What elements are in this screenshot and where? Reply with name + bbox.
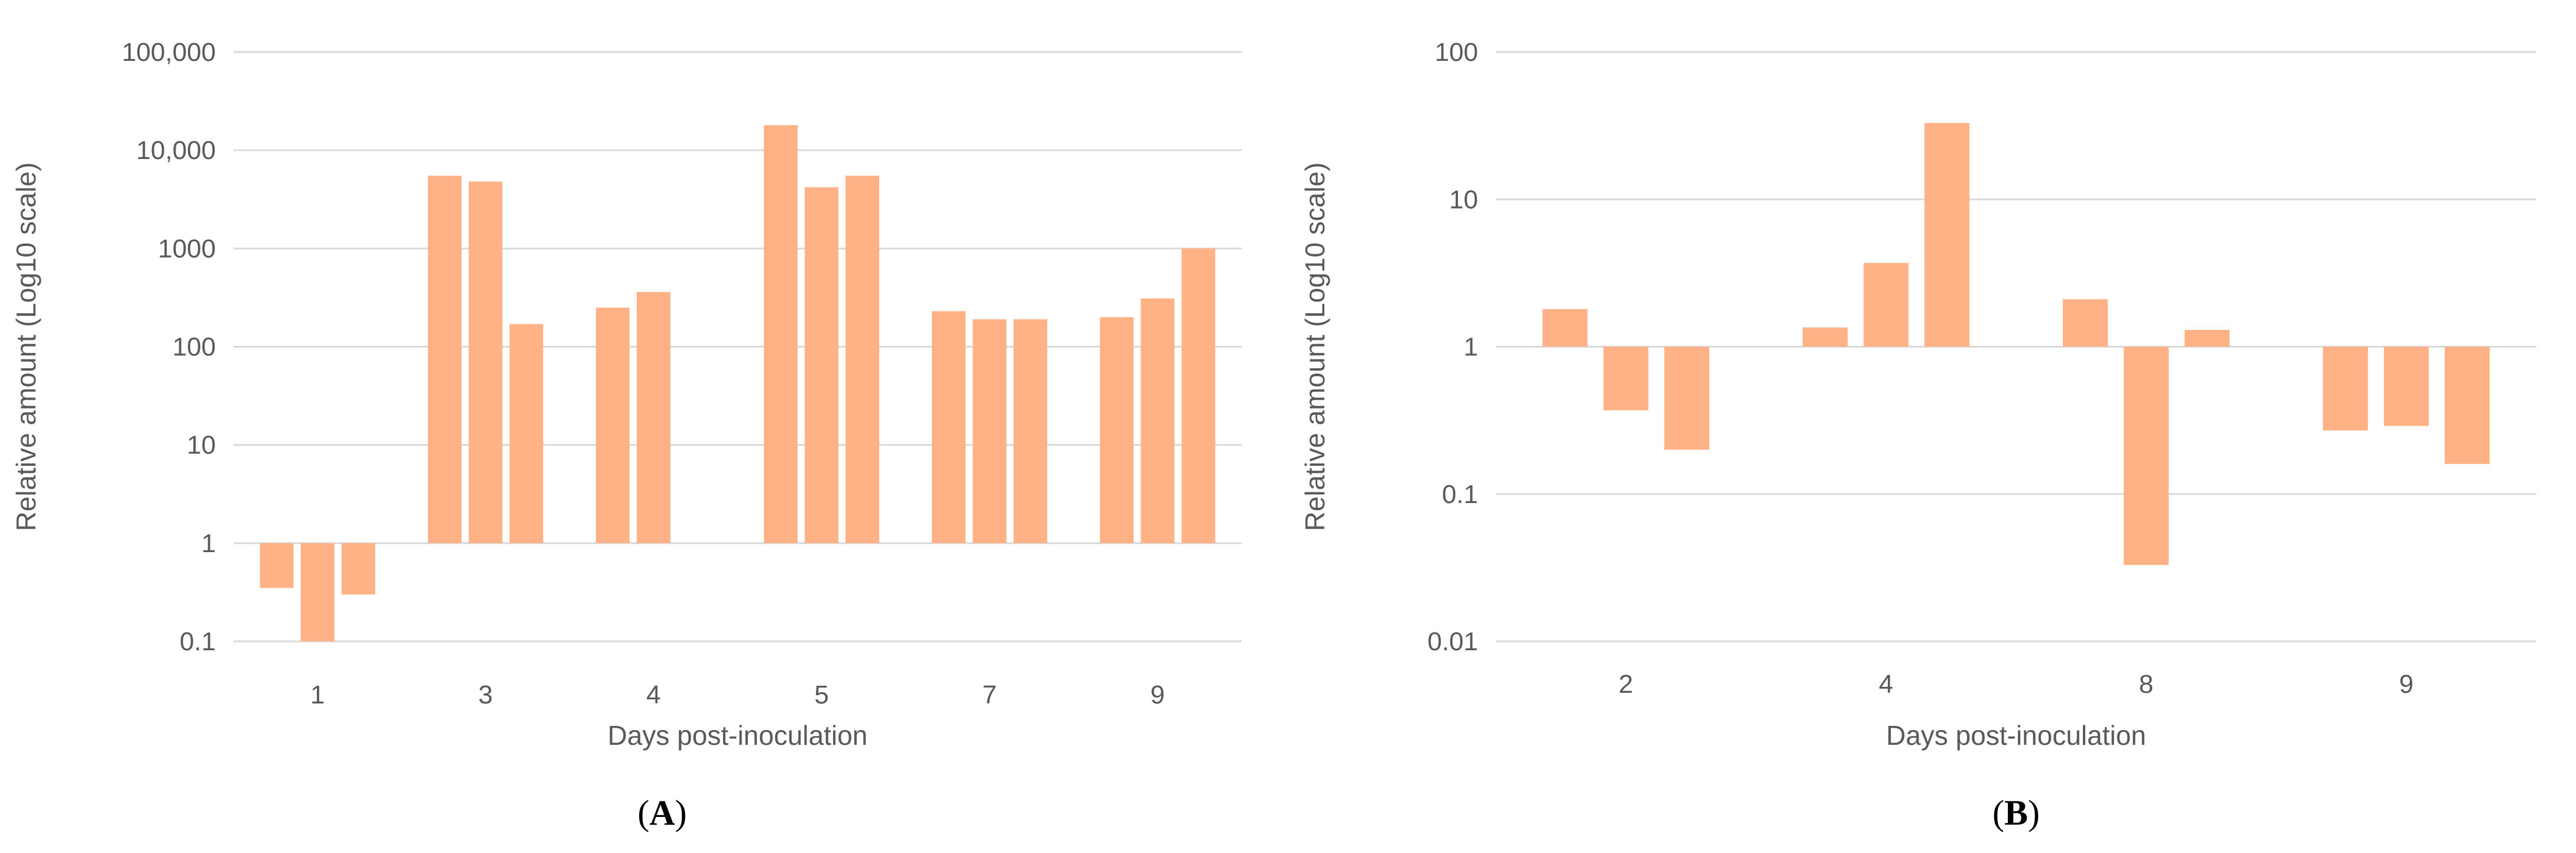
bar <box>1543 309 1587 347</box>
x-tick-label: 3 <box>478 680 492 709</box>
chart-panel-b: 0.01 0.1 1 10 100 2 4 8 9 Days post-inoculation Re… <box>1300 38 2536 832</box>
y-tick-label: 100 <box>1435 38 1478 67</box>
bar <box>2185 330 2230 347</box>
y-tick-label: 0.1 <box>180 627 216 656</box>
y-tick-label: 10 <box>187 431 216 460</box>
bar <box>2124 346 2169 565</box>
y-tick-label: 0.1 <box>1442 480 1478 509</box>
bar <box>1864 262 1908 347</box>
x-tick-label: 1 <box>310 680 325 709</box>
x-tick-label: 9 <box>1151 680 1165 709</box>
x-tick-label: 4 <box>646 680 660 709</box>
bar <box>260 543 294 588</box>
y-axis-title: Relative amount (Log10 scale) <box>1300 163 1330 531</box>
x-tick-label: 8 <box>2139 670 2153 699</box>
bar <box>2384 346 2429 426</box>
y-axis-title: Relative amount (Log10 scale) <box>11 163 41 531</box>
bar <box>595 307 630 543</box>
bar <box>1140 298 1175 543</box>
y-tick-label: 100 <box>173 333 216 362</box>
bar <box>2323 346 2368 431</box>
bar <box>468 181 503 543</box>
bar <box>509 324 543 543</box>
bar <box>341 543 375 595</box>
bar <box>1603 346 1648 411</box>
bar <box>805 187 839 543</box>
x-axis-title: Days post-inoculation <box>608 720 868 751</box>
panel-label: (A) <box>637 793 686 832</box>
bar <box>1803 327 1848 347</box>
bar <box>1100 317 1134 543</box>
y-tick-label: 1000 <box>158 234 216 263</box>
bar <box>845 176 880 543</box>
bar <box>300 543 335 641</box>
bar <box>636 292 670 543</box>
y-tick-label: 1 <box>1464 333 1478 362</box>
bar <box>1181 248 1216 543</box>
panel-label: (B) <box>1992 793 2040 832</box>
x-tick-label: 2 <box>1619 670 1633 699</box>
y-tick-label: 10,000 <box>136 136 216 165</box>
bar <box>2063 299 2108 347</box>
x-tick-label: 7 <box>983 680 997 709</box>
bar <box>2445 346 2490 464</box>
x-tick-label: 9 <box>2399 670 2413 699</box>
x-tick-label: 4 <box>1879 670 1893 699</box>
bar <box>1664 346 1709 450</box>
y-tick-label: 100,000 <box>122 38 216 67</box>
bar <box>764 125 798 543</box>
x-axis-title: Days post-inoculation <box>1886 720 2146 751</box>
chart-panel-a: 0.1 1 10 100 1000 10,000 100,000 1 3 4 5 7 9 Days pos… <box>11 38 1242 832</box>
bar <box>1924 123 1969 347</box>
bar <box>427 176 462 543</box>
bar <box>932 311 966 543</box>
bar <box>1013 319 1048 543</box>
x-tick-label: 5 <box>814 680 828 709</box>
y-tick-label: 10 <box>1449 185 1478 214</box>
bar <box>973 319 1007 543</box>
y-tick-label: 1 <box>202 529 216 558</box>
y-tick-label: 0.01 <box>1427 627 1478 656</box>
